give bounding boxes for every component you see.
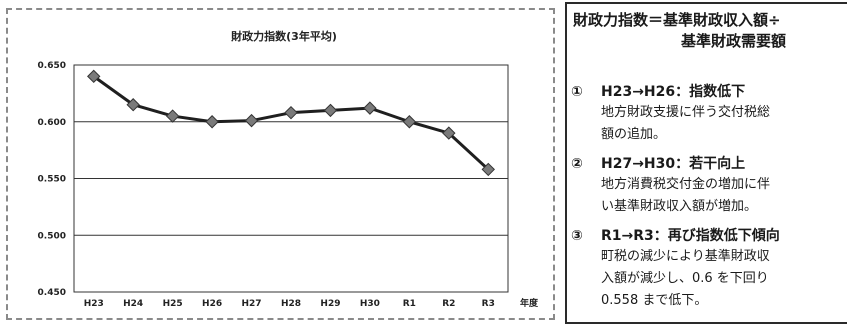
note-heading-text: H23→H26：指数低下 xyxy=(601,84,746,100)
data-point-R3 xyxy=(481,162,495,177)
data-point-R2 xyxy=(442,126,456,140)
data-point-H25 xyxy=(165,109,180,123)
note-line: 入額が減少し、0.6 を下回り xyxy=(601,271,769,286)
note-heading: ① H23→H26：指数低下 xyxy=(571,82,847,102)
x-tick-label: R2 xyxy=(442,299,455,309)
formula-text: 財政力指数＝基準財政収入額÷ 基準財政需要額 xyxy=(573,10,786,52)
note-line: 0.558 まで低下。 xyxy=(601,293,708,308)
formula-line-1: 財政力指数＝基準財政収入額÷ xyxy=(573,11,781,29)
data-point-H23 xyxy=(87,69,101,84)
data-point-H26 xyxy=(205,115,219,129)
series-line xyxy=(92,75,490,171)
note-heading: ③ R1→R3：再び指数低下傾向 xyxy=(571,226,847,246)
note-description: 地方財政支援に伴う交付税総 額の追加。 xyxy=(571,102,847,146)
chart-panel: 財政力指数(3年平均) 0.450 0.500 0.550 0.600 0.650 H23… xyxy=(6,8,555,320)
x-tick-label: H25 xyxy=(163,299,183,309)
x-tick-label: H28 xyxy=(281,299,301,309)
x-tick-label: H23 xyxy=(84,299,104,309)
note-line: 額の追加。 xyxy=(601,127,667,142)
y-tick-label: 0.600 xyxy=(38,118,66,128)
y-tick-label: 0.550 xyxy=(38,175,66,185)
data-point-H28 xyxy=(284,105,298,120)
note-heading-text: R1→R3：再び指数低下傾向 xyxy=(601,228,780,244)
data-point-H29 xyxy=(323,103,338,118)
x-axis-label: 年度 xyxy=(520,297,539,309)
x-tick-label: H24 xyxy=(123,299,143,309)
note-item-3: ③ R1→R3：再び指数低下傾向 町税の減少により基準財政収 入額が減少し、0.6… xyxy=(571,226,847,312)
note-description: 地方消費税交付金の増加に伴 い基準財政収入額が増加。 xyxy=(571,174,847,218)
x-tick-label: H27 xyxy=(242,299,262,309)
note-line: 地方財政支援に伴う交付税総 xyxy=(601,105,771,120)
note-heading-text: H27→H30：若干向上 xyxy=(601,156,746,172)
x-tick-label: H26 xyxy=(202,299,222,309)
financial-index-chart: 財政力指数(3年平均) 0.450 0.500 0.550 0.600 0.650 H23… xyxy=(38,29,539,309)
data-point-H30 xyxy=(363,101,377,115)
y-tick-label: 0.650 xyxy=(38,61,66,71)
data-point-R1 xyxy=(402,115,417,129)
explanation-panel: 財政力指数＝基準財政収入額÷ 基準財政需要額 ① H23→H26：指数低下 地方財… xyxy=(565,2,847,324)
note-line: 町税の減少により基準財政収 xyxy=(601,249,770,264)
y-tick-label: 0.450 xyxy=(38,288,66,298)
note-number: ③ xyxy=(571,228,583,244)
data-point-H27 xyxy=(244,113,259,128)
note-description: 町税の減少により基準財政収 入額が減少し、0.6 を下回り 0.558 まで低下… xyxy=(571,246,847,312)
x-tick-label: R1 xyxy=(403,299,416,309)
y-tick-label: 0.500 xyxy=(38,231,66,241)
x-tick-label: R3 xyxy=(482,299,495,309)
note-item-1: ① H23→H26：指数低下 地方財政支援に伴う交付税総 額の追加。 xyxy=(571,82,847,146)
note-line: い基準財政収入額が増加。 xyxy=(601,199,758,214)
formula-line-2: 基準財政需要額 xyxy=(681,32,787,50)
note-number: ① xyxy=(571,84,583,100)
note-line: 地方消費税交付金の増加に伴 xyxy=(601,177,771,192)
note-item-2: ② H27→H30：若干向上 地方消費税交付金の増加に伴 い基準財政収入額が増加。 xyxy=(571,154,847,218)
chart-title: 財政力指数(3年平均) xyxy=(230,29,337,43)
x-tick-label: H30 xyxy=(360,299,380,309)
data-point-H24 xyxy=(126,98,140,112)
note-heading: ② H27→H30：若干向上 xyxy=(571,154,847,174)
note-number: ② xyxy=(571,156,583,172)
x-tick-label: H29 xyxy=(320,299,340,309)
